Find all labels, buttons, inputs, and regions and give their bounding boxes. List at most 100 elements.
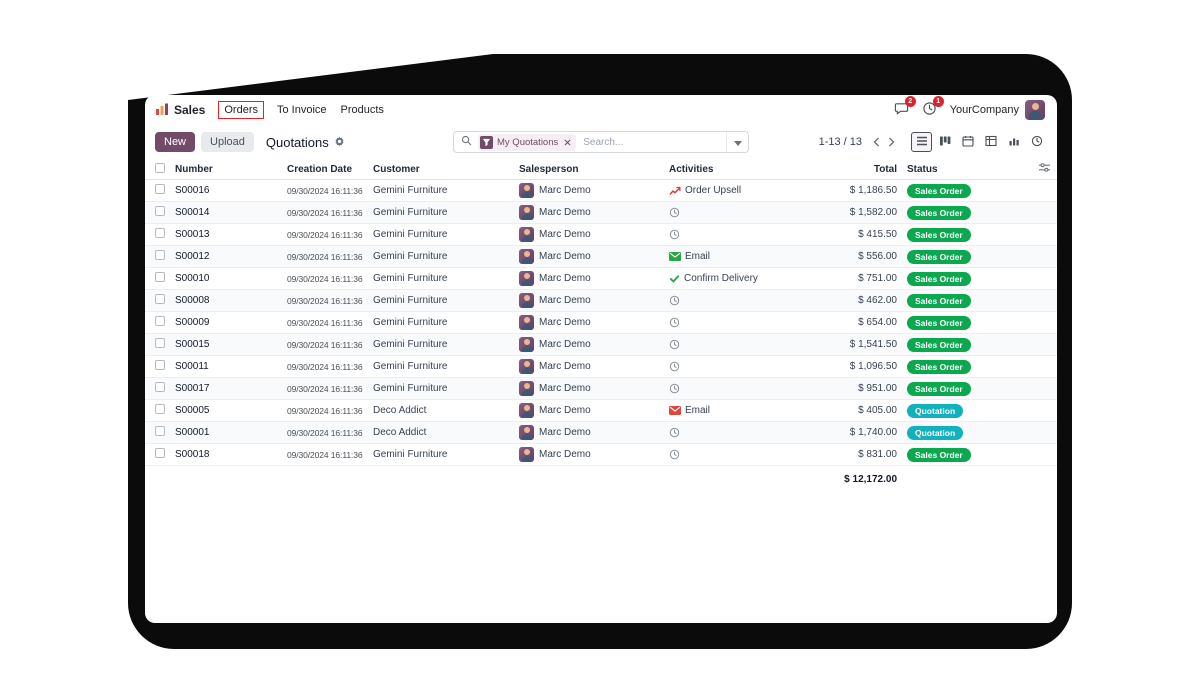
table-row[interactable]: S00017 09/30/2024 16:11:36 Gemini Furnit… <box>145 378 1057 400</box>
activity-cell[interactable]: Confirm Delivery <box>665 273 803 284</box>
user-menu[interactable]: YourCompany <box>950 100 1045 120</box>
activity-cell[interactable] <box>665 427 803 438</box>
activity-cell[interactable] <box>665 207 803 218</box>
view-list-button[interactable] <box>911 132 932 152</box>
header-creation-date[interactable]: Creation Date <box>287 163 353 175</box>
row-checkbox[interactable] <box>155 382 165 392</box>
row-checkbox[interactable] <box>155 448 165 458</box>
row-checkbox[interactable] <box>155 338 165 348</box>
view-kanban-button[interactable] <box>934 132 955 152</box>
status-badge: Sales Order <box>907 271 971 286</box>
table-row[interactable]: S00012 09/30/2024 16:11:36 Gemini Furnit… <box>145 246 1057 268</box>
table-row[interactable]: S00001 09/30/2024 16:11:36 Deco Addict M… <box>145 422 1057 444</box>
table-row[interactable]: S00015 09/30/2024 16:11:36 Gemini Furnit… <box>145 334 1057 356</box>
pager-next-button[interactable] <box>884 136 899 148</box>
activity-cell[interactable] <box>665 339 803 350</box>
table-row[interactable]: S00009 09/30/2024 16:11:36 Gemini Furnit… <box>145 312 1057 334</box>
header-status[interactable]: Status <box>907 163 938 175</box>
row-checkbox[interactable] <box>155 250 165 260</box>
clock-icon <box>669 383 680 394</box>
view-calendar-button[interactable] <box>957 132 978 152</box>
salesperson-avatar <box>519 249 534 264</box>
select-all-checkbox[interactable] <box>155 162 165 173</box>
new-button[interactable]: New <box>155 132 196 152</box>
table-row[interactable]: S00011 09/30/2024 16:11:36 Gemini Furnit… <box>145 356 1057 378</box>
creation-date: 09/30/2024 16:11:36 <box>287 317 363 328</box>
status-badge: Sales Order <box>907 447 971 462</box>
activities-button[interactable]: 1 <box>922 96 944 119</box>
search-bar[interactable]: My Quotations Search... <box>453 131 749 153</box>
adjust-columns-button[interactable] <box>1031 162 1057 176</box>
view-activity-button[interactable] <box>1026 132 1047 152</box>
salesperson-avatar <box>519 293 534 308</box>
salesperson-name: Marc Demo <box>539 229 591 240</box>
salesperson-name: Marc Demo <box>539 427 591 438</box>
activity-cell[interactable] <box>665 317 803 328</box>
activity-cell[interactable] <box>665 295 803 306</box>
salesperson-name: Marc Demo <box>539 295 591 306</box>
row-checkbox[interactable] <box>155 426 165 436</box>
pager-prev-button[interactable] <box>869 136 884 148</box>
creation-date: 09/30/2024 16:11:36 <box>287 361 363 372</box>
nav-item-products[interactable]: Products <box>340 104 384 116</box>
activity-cell[interactable]: Order Upsell <box>665 185 803 196</box>
row-checkbox[interactable] <box>155 272 165 282</box>
search-filter-chip[interactable]: My Quotations <box>478 133 577 151</box>
header-customer[interactable]: Customer <box>373 163 420 175</box>
filter-icon <box>480 135 493 149</box>
creation-date: 09/30/2024 16:11:36 <box>287 273 363 284</box>
top-navbar: Sales Orders To Invoice Products 2 1 You… <box>145 95 1057 125</box>
salesperson-cell: Marc Demo <box>515 293 665 308</box>
nav-item-to-invoice[interactable]: To Invoice <box>276 104 327 116</box>
table-row[interactable]: S00008 09/30/2024 16:11:36 Gemini Furnit… <box>145 290 1057 312</box>
activity-cell[interactable]: Email <box>665 251 803 262</box>
row-checkbox[interactable] <box>155 206 165 216</box>
navbar-right: 2 1 YourCompany <box>894 96 1045 120</box>
view-pivot-button[interactable] <box>980 132 1001 152</box>
messages-button[interactable]: 2 <box>894 96 916 119</box>
row-checkbox[interactable] <box>155 404 165 414</box>
filter-remove-icon[interactable] <box>564 139 571 146</box>
activity-cell[interactable] <box>665 449 803 460</box>
row-checkbox[interactable] <box>155 228 165 238</box>
salesperson-name: Marc Demo <box>539 251 591 262</box>
sales-app-menu[interactable]: Sales <box>155 102 205 119</box>
table-row[interactable]: S00018 09/30/2024 16:11:36 Gemini Furnit… <box>145 444 1057 466</box>
check-icon <box>669 273 680 284</box>
header-salesperson[interactable]: Salesperson <box>519 163 579 175</box>
row-checkbox[interactable] <box>155 316 165 326</box>
clock-icon <box>669 207 680 218</box>
settings-gear-icon[interactable] <box>334 135 345 150</box>
nav-item-orders[interactable]: Orders <box>218 101 264 119</box>
order-total: $ 951.00 <box>858 383 897 394</box>
order-total: $ 1,740.00 <box>849 427 897 438</box>
upload-button[interactable]: Upload <box>201 132 254 152</box>
table-row[interactable]: S00013 09/30/2024 16:11:36 Gemini Furnit… <box>145 224 1057 246</box>
salesperson-avatar <box>519 205 534 220</box>
creation-date: 09/30/2024 16:11:36 <box>287 295 363 306</box>
search-input[interactable]: Search... <box>583 136 624 148</box>
view-graph-button[interactable] <box>1003 132 1024 152</box>
header-activities[interactable]: Activities <box>669 163 714 175</box>
table-row[interactable]: S00014 09/30/2024 16:11:36 Gemini Furnit… <box>145 202 1057 224</box>
view-switcher <box>911 132 1047 152</box>
search-dropdown-toggle[interactable] <box>726 132 748 152</box>
table-row[interactable]: S00005 09/30/2024 16:11:36 Deco Addict M… <box>145 400 1057 422</box>
activity-cell[interactable] <box>665 361 803 372</box>
order-number: S00005 <box>175 405 210 416</box>
table-row[interactable]: S00016 09/30/2024 16:11:36 Gemini Furnit… <box>145 180 1057 202</box>
row-checkbox[interactable] <box>155 184 165 194</box>
activity-cell[interactable] <box>665 229 803 240</box>
activity-cell[interactable] <box>665 383 803 394</box>
sales-app-icon <box>155 102 169 119</box>
clock-icon <box>669 427 680 438</box>
header-number[interactable]: Number <box>175 163 213 175</box>
row-checkbox[interactable] <box>155 360 165 370</box>
header-total[interactable]: Total <box>873 163 897 175</box>
salesperson-cell: Marc Demo <box>515 271 665 286</box>
table-row[interactable]: S00010 09/30/2024 16:11:36 Gemini Furnit… <box>145 268 1057 290</box>
row-checkbox[interactable] <box>155 294 165 304</box>
activity-cell[interactable]: Email <box>665 405 803 416</box>
activities-count-badge: 1 <box>932 96 944 107</box>
view-list-icon <box>916 135 928 150</box>
